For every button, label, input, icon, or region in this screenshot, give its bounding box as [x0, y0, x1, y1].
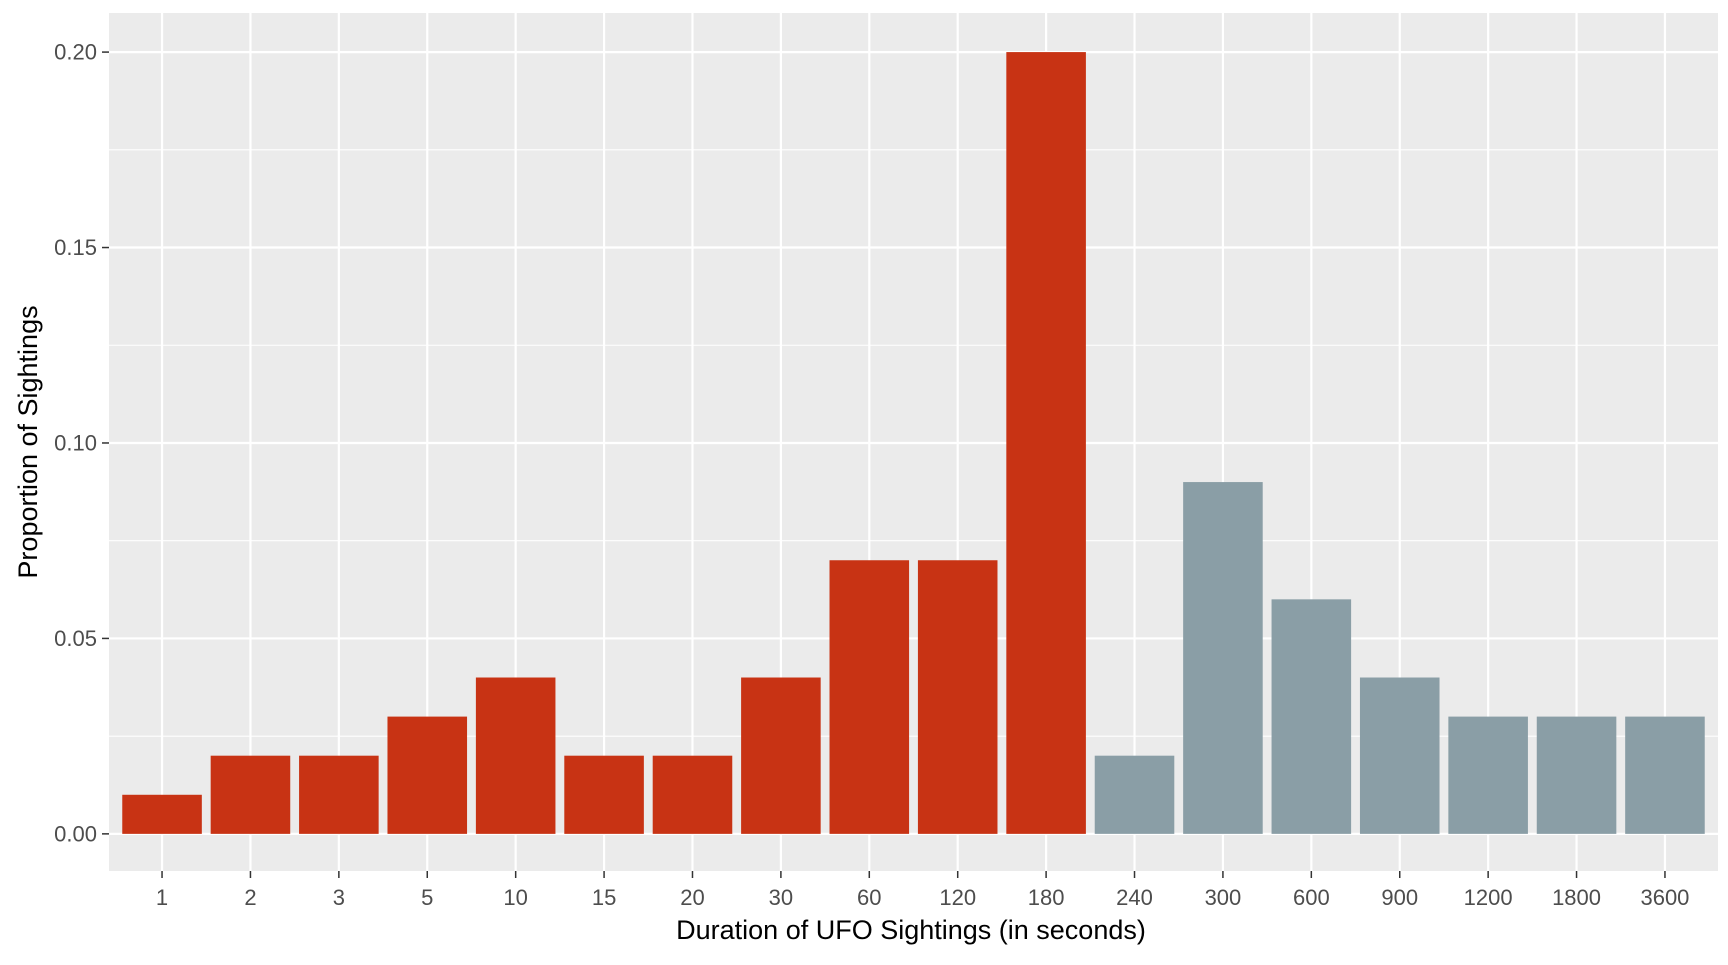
x-tick-label: 5: [421, 885, 433, 910]
y-tick-label: 0.05: [54, 626, 97, 651]
x-tick-label: 600: [1293, 885, 1330, 910]
bar-300: [1183, 482, 1263, 834]
bar-60: [829, 560, 910, 834]
x-tick-label: 180: [1028, 885, 1065, 910]
y-axis-title: Proportion of Sightings: [13, 305, 43, 578]
bar-1: [122, 794, 202, 834]
bar-3600: [1625, 716, 1705, 834]
x-tick-label: 1: [156, 885, 168, 910]
x-tick-label: 15: [592, 885, 616, 910]
bar-900: [1359, 677, 1440, 834]
x-tick-label: 10: [503, 885, 527, 910]
x-tick-label: 120: [939, 885, 976, 910]
x-axis: 1 2 3 5 10 15 20 30 60 120 180 240 300 600 900 1200 1800…: [156, 871, 1689, 910]
bar-600: [1271, 599, 1352, 834]
y-tick-label: 0.10: [54, 430, 97, 455]
y-tick-label: 0.20: [54, 40, 97, 65]
bar-1800: [1536, 716, 1617, 834]
y-tick-label: 0.15: [54, 235, 97, 260]
x-tick-label: 1800: [1552, 885, 1601, 910]
x-tick-label: 20: [680, 885, 704, 910]
x-tick-label: 240: [1116, 885, 1153, 910]
bar-20: [652, 755, 733, 834]
x-axis-title: Duration of UFO Sightings (in seconds): [676, 915, 1146, 945]
x-tick-label: 3600: [1640, 885, 1689, 910]
y-tick-label: 0.00: [54, 821, 97, 846]
x-tick-label: 2: [244, 885, 256, 910]
bar-10: [475, 677, 556, 834]
x-tick-label: 60: [857, 885, 881, 910]
bars: [122, 52, 1705, 834]
bar-30: [741, 677, 821, 834]
bar-180: [1006, 52, 1086, 834]
y-axis: 0.00 0.05 0.10 0.15 0.20: [54, 40, 109, 846]
x-tick-label: 3: [333, 885, 345, 910]
bar-1200: [1448, 716, 1528, 834]
x-tick-label: 1200: [1464, 885, 1513, 910]
bar-2: [210, 755, 291, 834]
x-tick-label: 900: [1381, 885, 1418, 910]
bar-240: [1094, 755, 1175, 834]
bar-15: [564, 755, 644, 834]
x-tick-label: 300: [1205, 885, 1242, 910]
x-tick-label: 30: [769, 885, 793, 910]
bar-120: [917, 560, 998, 834]
bar-5: [387, 716, 468, 834]
bar-3: [299, 755, 379, 834]
